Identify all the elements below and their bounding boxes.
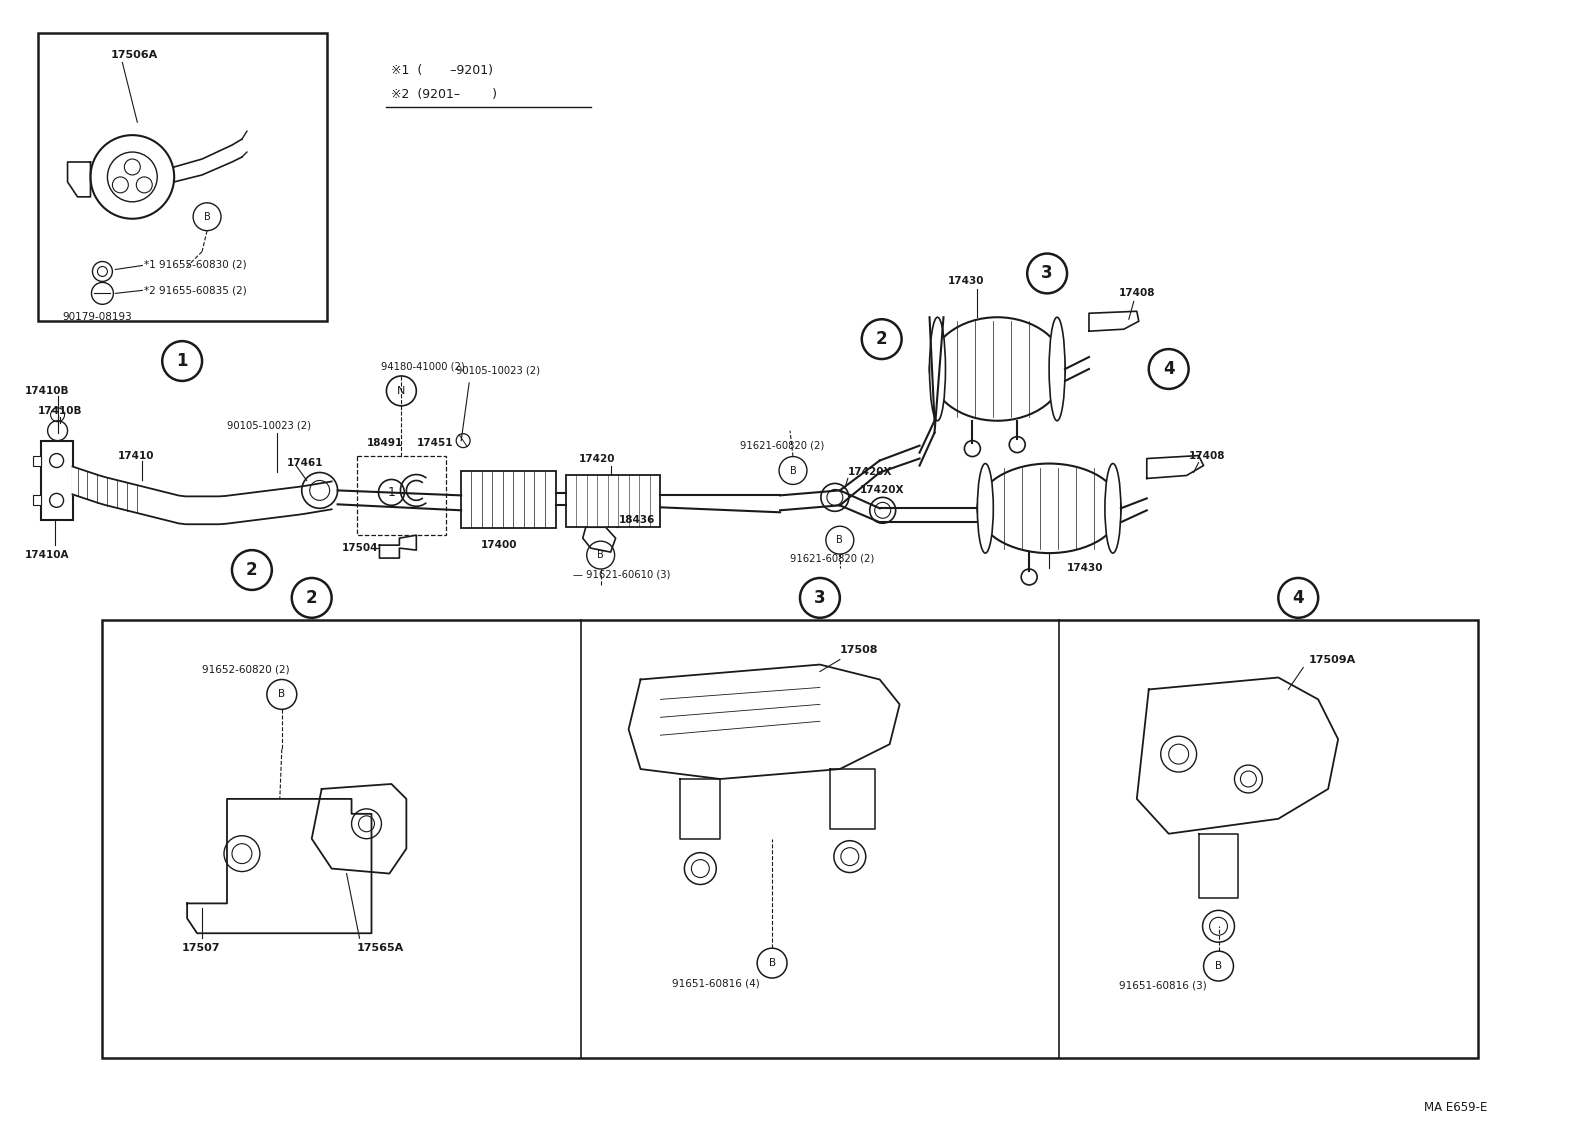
- Text: 17506A: 17506A: [110, 49, 158, 60]
- Text: N: N: [396, 386, 406, 396]
- Bar: [41, 441, 73, 520]
- Text: 17430: 17430: [1067, 563, 1103, 573]
- Ellipse shape: [930, 317, 946, 421]
- Text: 91621-60820 (2): 91621-60820 (2): [790, 553, 874, 563]
- Text: 18491: 18491: [366, 437, 403, 448]
- Bar: [462, 471, 556, 528]
- Text: 1: 1: [177, 352, 188, 370]
- Polygon shape: [73, 466, 331, 525]
- Bar: [102, 620, 1477, 1057]
- Text: ※1  (       –9201): ※1 ( –9201): [392, 64, 494, 77]
- Polygon shape: [174, 139, 242, 181]
- Text: 91651-60816 (3): 91651-60816 (3): [1119, 982, 1207, 991]
- Text: 91652-60820 (2): 91652-60820 (2): [202, 665, 290, 675]
- Bar: [38, 32, 326, 321]
- Polygon shape: [629, 665, 899, 779]
- Ellipse shape: [977, 464, 993, 553]
- Ellipse shape: [977, 464, 1121, 553]
- Text: 3: 3: [814, 589, 826, 607]
- Text: B: B: [1215, 961, 1223, 971]
- Polygon shape: [829, 769, 874, 829]
- Text: 17430: 17430: [947, 277, 984, 286]
- Text: B: B: [204, 211, 210, 222]
- Text: 91651-60816 (4): 91651-60816 (4): [672, 978, 761, 988]
- Text: 17408: 17408: [1189, 450, 1226, 460]
- Text: 17410B: 17410B: [38, 405, 83, 416]
- Text: 4: 4: [1293, 589, 1304, 607]
- Text: B: B: [836, 535, 844, 545]
- Bar: [33, 456, 41, 466]
- Polygon shape: [583, 527, 616, 552]
- Polygon shape: [379, 535, 417, 558]
- Polygon shape: [188, 799, 371, 933]
- Text: 17461: 17461: [287, 458, 323, 467]
- Text: 4: 4: [1162, 360, 1175, 378]
- Text: 17410B: 17410B: [25, 386, 68, 396]
- Text: 17508: 17508: [841, 645, 879, 654]
- Text: 17410: 17410: [118, 450, 154, 460]
- Polygon shape: [1146, 456, 1204, 479]
- Text: 17420X: 17420X: [860, 486, 904, 496]
- Ellipse shape: [1105, 464, 1121, 553]
- Text: 90105-10023 (2): 90105-10023 (2): [457, 366, 540, 377]
- Ellipse shape: [930, 317, 1065, 421]
- Text: 2: 2: [876, 331, 887, 348]
- Text: 90105-10023 (2): 90105-10023 (2): [228, 420, 310, 430]
- Text: 18436: 18436: [619, 515, 654, 526]
- Bar: [33, 496, 41, 505]
- Text: B: B: [769, 959, 775, 968]
- Text: 17565A: 17565A: [357, 944, 404, 953]
- Text: 17408: 17408: [1119, 288, 1156, 298]
- Text: B: B: [790, 465, 796, 475]
- Text: 90179-08193: 90179-08193: [62, 312, 132, 323]
- Text: 17451: 17451: [417, 437, 452, 448]
- Text: 17504: 17504: [342, 543, 377, 553]
- Text: 1: 1: [387, 486, 395, 499]
- Text: *2 91655-60835 (2): *2 91655-60835 (2): [145, 286, 247, 295]
- Text: 2: 2: [247, 561, 258, 579]
- Text: 17420X: 17420X: [849, 467, 893, 478]
- Text: 17410A: 17410A: [25, 550, 68, 560]
- Bar: [357, 456, 446, 535]
- Polygon shape: [1137, 677, 1339, 833]
- Text: B: B: [597, 550, 603, 560]
- Polygon shape: [312, 784, 406, 874]
- Polygon shape: [67, 162, 91, 196]
- Text: MA E659-E: MA E659-E: [1425, 1101, 1487, 1114]
- Text: ※2  (9201–        ): ※2 (9201– ): [392, 88, 497, 101]
- Text: 17400: 17400: [481, 541, 517, 550]
- Text: 17507: 17507: [181, 944, 221, 953]
- Text: 2: 2: [306, 589, 317, 607]
- Ellipse shape: [1049, 317, 1065, 421]
- Bar: [565, 475, 661, 527]
- Polygon shape: [1199, 833, 1239, 899]
- Text: — 91621-60610 (3): — 91621-60610 (3): [573, 571, 670, 580]
- Polygon shape: [1089, 311, 1138, 331]
- Text: B: B: [279, 690, 285, 699]
- Text: 17509A: 17509A: [1309, 654, 1355, 665]
- Text: *1 91655-60830 (2): *1 91655-60830 (2): [145, 259, 247, 270]
- Text: 94180-41000 (2): 94180-41000 (2): [382, 360, 465, 371]
- Polygon shape: [680, 779, 720, 839]
- Text: 3: 3: [1041, 264, 1052, 282]
- Text: 91621-60820 (2): 91621-60820 (2): [740, 441, 825, 451]
- Text: 17420: 17420: [579, 453, 615, 464]
